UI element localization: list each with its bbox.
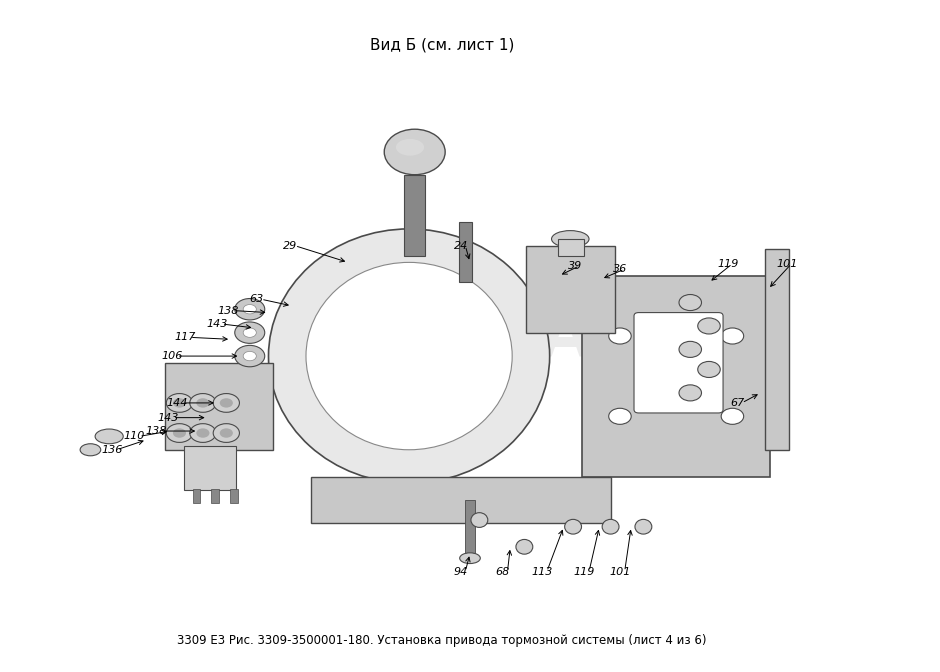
Bar <box>465 500 475 554</box>
Circle shape <box>173 398 186 408</box>
Circle shape <box>190 423 216 442</box>
Circle shape <box>173 428 186 437</box>
Ellipse shape <box>516 540 533 554</box>
Text: Вид Б (см. лист 1): Вид Б (см. лист 1) <box>369 38 514 52</box>
FancyBboxPatch shape <box>583 276 770 476</box>
Circle shape <box>166 423 193 442</box>
Circle shape <box>235 345 265 367</box>
Circle shape <box>196 398 210 408</box>
Circle shape <box>243 351 257 361</box>
FancyBboxPatch shape <box>311 476 611 523</box>
Bar <box>193 489 200 503</box>
Text: 113: 113 <box>531 566 553 577</box>
Ellipse shape <box>269 229 550 483</box>
Text: 138: 138 <box>146 426 166 436</box>
Ellipse shape <box>565 519 582 534</box>
Bar <box>404 175 425 255</box>
FancyBboxPatch shape <box>526 246 616 333</box>
Text: 94: 94 <box>453 566 468 577</box>
Circle shape <box>609 409 631 424</box>
Text: 119: 119 <box>573 566 595 577</box>
Text: 68: 68 <box>495 566 509 577</box>
Text: 106: 106 <box>162 351 182 361</box>
Circle shape <box>243 304 257 314</box>
Bar <box>230 489 238 503</box>
Text: 36: 36 <box>613 264 627 274</box>
Text: 117: 117 <box>175 333 196 342</box>
Text: 143: 143 <box>158 413 179 423</box>
Bar <box>212 489 219 503</box>
Circle shape <box>679 294 701 310</box>
Text: 143: 143 <box>206 319 227 329</box>
Text: 3309 Е3 Рис. 3309-3500001-180. Установка привода тормозной системы (лист 4 из 6): 3309 Е3 Рис. 3309-3500001-180. Установка… <box>177 634 707 647</box>
Circle shape <box>721 409 744 424</box>
Circle shape <box>213 423 240 442</box>
Ellipse shape <box>95 429 123 444</box>
Ellipse shape <box>634 519 651 534</box>
Text: 39: 39 <box>568 261 582 271</box>
Circle shape <box>697 362 720 378</box>
Text: 138: 138 <box>217 306 239 316</box>
Ellipse shape <box>80 444 101 456</box>
Circle shape <box>235 298 265 320</box>
Circle shape <box>196 428 210 437</box>
Text: 119: 119 <box>717 259 739 269</box>
Circle shape <box>220 398 233 408</box>
Circle shape <box>190 394 216 413</box>
Circle shape <box>166 394 193 413</box>
Circle shape <box>721 328 744 344</box>
Text: БАЖТА: БАЖТА <box>290 302 594 370</box>
Ellipse shape <box>306 262 512 450</box>
Circle shape <box>220 428 233 437</box>
Ellipse shape <box>384 129 446 175</box>
Ellipse shape <box>603 519 619 534</box>
Text: 136: 136 <box>102 445 122 455</box>
Text: 67: 67 <box>730 398 744 408</box>
FancyBboxPatch shape <box>634 312 723 413</box>
Bar <box>558 239 585 255</box>
Text: 110: 110 <box>124 431 145 442</box>
FancyBboxPatch shape <box>165 363 274 450</box>
Ellipse shape <box>460 553 480 564</box>
Circle shape <box>213 394 240 413</box>
Bar <box>765 249 789 450</box>
Circle shape <box>243 328 257 337</box>
Text: 144: 144 <box>167 398 188 408</box>
Ellipse shape <box>552 230 589 247</box>
Text: 63: 63 <box>249 294 263 304</box>
Bar <box>184 446 236 490</box>
Text: 101: 101 <box>609 566 631 577</box>
Text: 101: 101 <box>776 259 797 269</box>
Circle shape <box>697 318 720 334</box>
Bar <box>459 222 472 282</box>
Circle shape <box>679 385 701 401</box>
Text: 29: 29 <box>283 241 297 251</box>
Text: 24: 24 <box>453 241 468 251</box>
Ellipse shape <box>471 513 488 528</box>
Circle shape <box>679 341 701 358</box>
Circle shape <box>665 368 687 384</box>
Circle shape <box>609 328 631 344</box>
Circle shape <box>235 322 265 343</box>
Ellipse shape <box>396 139 424 156</box>
